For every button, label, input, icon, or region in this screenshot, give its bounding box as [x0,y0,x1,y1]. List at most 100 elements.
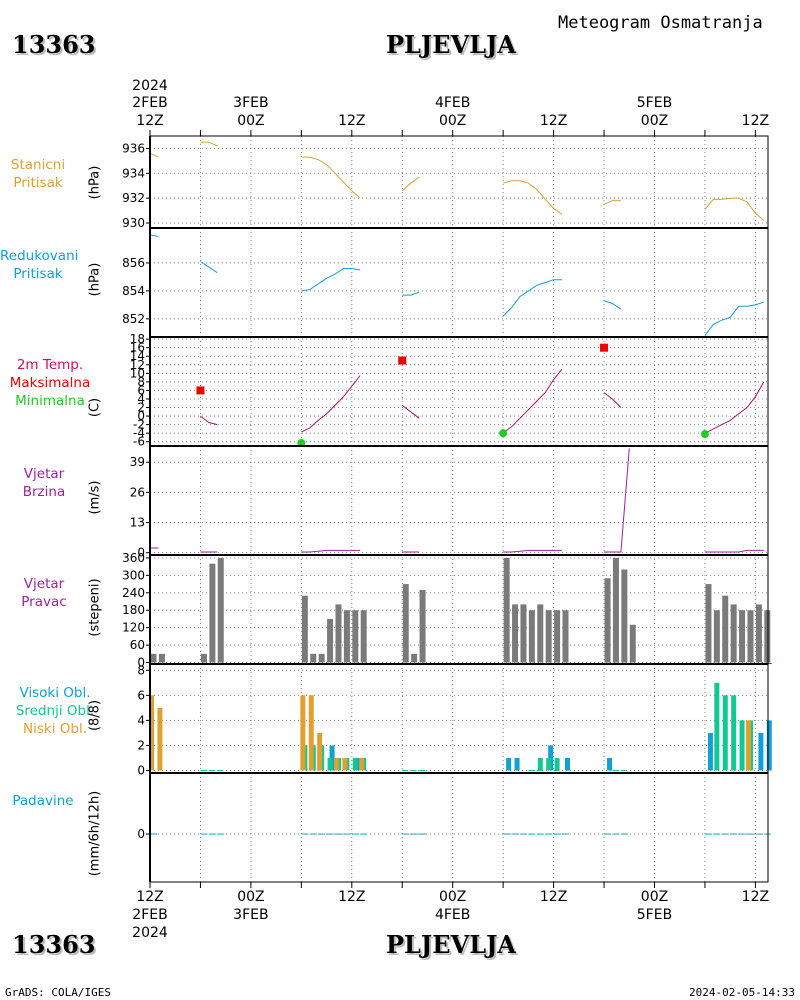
label-line: Pravac [21,594,67,610]
y-tick-label: 0 [137,409,145,423]
time-label-date: 2FEB [132,95,168,111]
wind-direction-bar [352,610,359,663]
cloud-bar [308,695,314,771]
wind-direction-bar [150,653,157,663]
cloud-bar [352,757,358,771]
label-station-pressure: Stanicni Pritisak [0,156,76,192]
footer-station-id: 13363 [12,930,96,959]
y-tick-label: 360 [122,551,145,565]
wind-direction-bar [318,653,325,663]
y-tick-label: 120 [122,621,145,635]
cloud-bar [766,720,772,771]
time-label-time: 12Z [338,113,366,129]
cloud-bar [317,732,323,771]
cloud-bar [333,757,339,771]
y-tick-label: 6 [137,383,145,397]
y-tick-label: -4 [133,426,145,440]
y-tick-label: 180 [122,603,145,617]
series-line [401,405,420,419]
cloud-bar [714,682,720,771]
label-line: Vjetar [23,576,65,592]
time-label-time: 00Z [438,113,467,129]
cloud-bar [758,732,764,771]
y-tick-label: 936 [122,141,145,155]
y-tick-label: 856 [122,256,145,270]
label-line: Maksimalna [9,375,91,391]
meteogram-title: Meteogram Osmatranja [558,13,763,33]
time-label-time: 00Z [438,889,467,905]
series-line [149,152,159,158]
y-tick-label: 26 [130,485,145,499]
series-line [301,549,361,553]
y-tick-label: 18 [130,332,145,346]
max-temp-marker [398,356,407,365]
label-line: Stanicni [10,157,66,173]
wind-direction-bar [360,610,367,663]
series-line [704,549,764,553]
wind-direction-bar [503,557,510,663]
time-label-time: 12Z [136,113,164,129]
y-tick-label: 4 [137,713,145,727]
cloud-bar [707,732,713,771]
label-wind-direction: Vjetar Pravac [0,575,88,611]
cloud-bar [157,707,163,771]
wind-direction-bar [764,610,771,663]
y-tick-label: 13 [130,516,145,530]
series-line [603,200,621,205]
time-label-date: 3FEB [233,95,269,111]
time-label-date: 5FEB [636,95,673,111]
cloud-bar [739,720,745,771]
y-tick-label: 932 [122,191,145,205]
label-line: 2m Temp. [16,357,84,373]
cloud-bar [607,757,613,771]
label-clouds: Visoki Obl. Srednji Obl. Niski Obl. [0,684,110,738]
panel-frame [149,135,769,229]
y-tick-label: 0 [137,827,145,841]
series-line [603,392,622,408]
wind-direction-bar [158,653,165,663]
label-line: Brzina [22,484,66,500]
wind-direction-bar [512,604,519,663]
wind-direction-bar [545,610,552,663]
series-line [301,156,361,199]
wind-direction-bar [747,610,754,663]
time-label-date: 3FEB [233,907,269,923]
cloud-bar [149,695,154,771]
wind-direction-bar [310,653,317,663]
y-tick-label: 14 [130,349,145,363]
cloud-bar [722,695,728,771]
cloud-bar [300,695,306,771]
series-line [502,180,563,215]
panel-frame [149,772,769,883]
y-tick-label: 2 [137,738,145,752]
y-tick-label: 934 [122,166,145,180]
wind-direction-bar [327,618,334,663]
y-tick-label: 4 [137,392,145,406]
label-precipitation: Padavine [0,792,86,810]
panel-frame [149,663,769,774]
label-line: Pritisak [13,266,63,282]
cloud-bar [327,757,333,771]
y-tick-label: 0 [137,656,145,670]
time-label-year: 2024 [132,78,168,94]
series-line [603,300,622,310]
time-label-year: 2024 [132,925,168,941]
y-tick-label: 39 [130,455,145,469]
series-line [200,141,218,147]
timestamp-text: 2024-02-05-14:33 [689,986,795,999]
time-label-time: 12Z [741,113,770,129]
series-line [502,279,562,317]
wind-direction-bar [335,604,342,663]
panel-frame [149,336,769,447]
wind-direction-bar [301,595,308,663]
time-label-time: 12Z [136,889,164,905]
series-line [402,291,420,296]
time-label-time: 12Z [338,889,366,905]
series-line [149,234,159,237]
cloud-bar [565,757,570,771]
series-line [502,368,563,434]
label-line: Srednji Obl. [15,703,95,719]
wind-direction-bar [705,584,712,663]
wind-direction-bar [200,653,207,663]
